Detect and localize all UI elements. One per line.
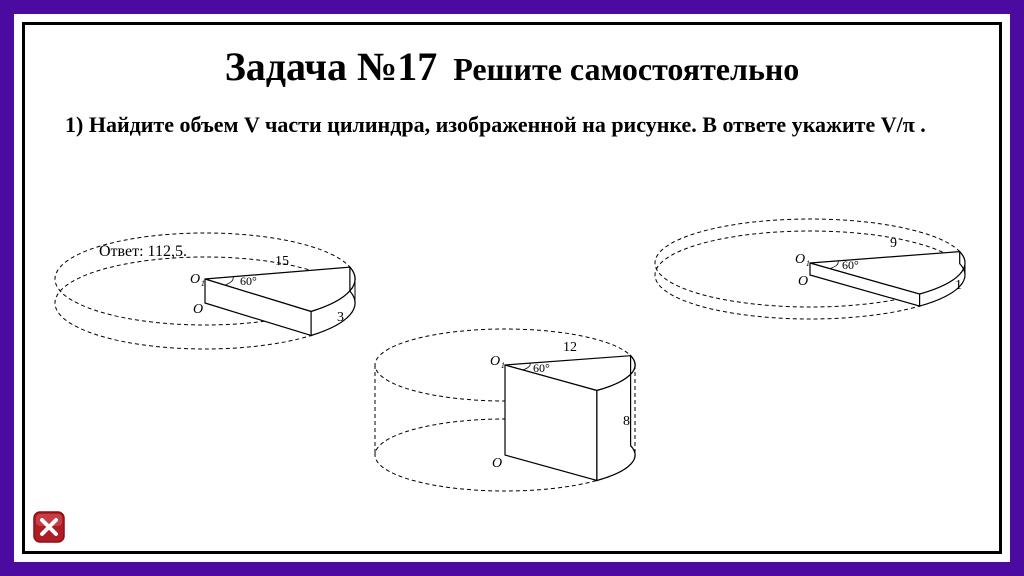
left-angle-label: 60° [240,274,257,288]
slide-mid-frame: Задача №17 Решите самостоятельно 1) Найд… [14,14,1010,562]
title-sub: Решите самостоятельно [453,51,799,87]
slide-outer-frame: Задача №17 Решите самостоятельно 1) Найд… [0,0,1024,576]
right-height-label: 1 [955,278,962,293]
right-radius-label: 9 [890,236,897,251]
slide-inner-frame: Задача №17 Решите самостоятельно 1) Найд… [22,22,1002,554]
mid-height-label: 8 [623,414,630,429]
diagram-left: 15 60° O₁ O 3 [45,195,365,385]
close-icon[interactable] [33,511,65,543]
problem-prompt: 1) Найдите объем V части цилиндра, изобр… [65,111,959,140]
left-o1-label: O₁ [190,272,205,287]
right-o1-label: O₁ [795,252,810,267]
diagram-middle: 12 60° O₁ O 8 [355,305,655,515]
mid-radius-label: 12 [563,340,577,355]
slide-title: Задача №17 Решите самостоятельно [25,43,999,90]
left-height-label: 3 [337,310,344,325]
left-radius-label: 15 [275,254,289,269]
right-angle-label: 60° [842,258,859,272]
mid-angle-label: 60° [533,361,550,375]
mid-o-label: O [492,456,502,471]
title-main: Задача №17 [225,44,438,89]
mid-o1-label: O₁ [490,354,505,369]
diagram-right: 9 60° O₁ O 1 [645,185,975,355]
right-o-label: O [798,274,808,289]
left-o-label: O [193,302,203,317]
